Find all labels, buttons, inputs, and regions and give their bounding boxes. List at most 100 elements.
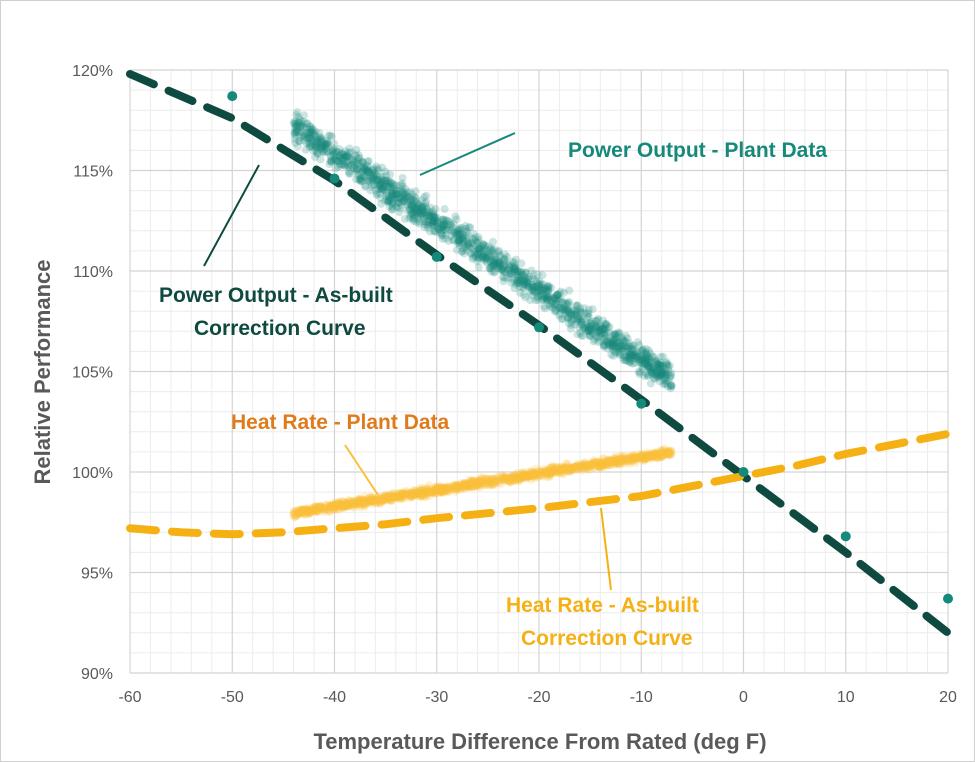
scatter-point xyxy=(652,367,661,376)
scatter-point xyxy=(604,340,613,349)
scatter-point xyxy=(544,293,553,302)
scatter-point xyxy=(292,122,301,131)
scatter-point xyxy=(386,178,395,187)
scatter-point xyxy=(357,162,366,171)
scatter-point xyxy=(501,250,510,259)
scatter-point xyxy=(470,245,479,254)
scatter-point xyxy=(500,262,509,271)
scatter-point xyxy=(358,177,367,186)
scatter-point xyxy=(317,501,326,510)
scatter-point xyxy=(381,182,390,191)
scatter-point xyxy=(373,175,382,184)
scatter-point xyxy=(309,129,318,138)
scatter-point xyxy=(303,134,312,143)
scatter-point xyxy=(624,357,633,366)
scatter-point xyxy=(469,235,478,244)
scatter-point xyxy=(378,172,387,181)
scatter-point xyxy=(474,263,483,272)
scatter-point xyxy=(327,157,336,166)
scatter-point xyxy=(297,507,306,516)
scatter-point xyxy=(384,177,393,186)
scatter-point xyxy=(364,498,373,507)
scatter-point xyxy=(543,293,552,302)
scatter-point xyxy=(464,239,473,248)
scatter-point xyxy=(308,142,317,151)
scatter-point xyxy=(546,463,555,472)
scatter-point xyxy=(370,169,379,178)
scatter-point xyxy=(644,450,653,459)
scatter-point xyxy=(415,217,424,226)
scatter-point xyxy=(550,293,559,302)
scatter-point xyxy=(484,242,493,251)
scatter-point xyxy=(642,350,651,359)
scatter-point xyxy=(402,192,411,201)
scatter-point xyxy=(412,218,421,227)
scatter-point xyxy=(637,346,646,355)
scatter-point xyxy=(537,467,546,476)
scatter-point xyxy=(386,182,395,191)
scatter-point xyxy=(474,245,483,254)
scatter-point xyxy=(515,278,524,287)
scatter-point xyxy=(616,342,625,351)
scatter-point xyxy=(383,183,392,192)
scatter-point xyxy=(412,208,421,217)
scatter-point xyxy=(313,507,322,516)
scatter-point xyxy=(476,479,485,488)
scatter-point xyxy=(602,460,611,469)
scatter-point xyxy=(376,496,385,505)
scatter-point xyxy=(509,268,518,277)
scatter-point xyxy=(430,212,439,221)
scatter-point xyxy=(493,264,502,273)
scatter-point xyxy=(513,468,522,477)
scatter-point xyxy=(621,337,630,346)
scatter-point xyxy=(433,219,442,228)
scatter-point xyxy=(539,295,548,304)
scatter-point xyxy=(555,289,564,298)
scatter-point xyxy=(471,477,480,486)
scatter-point xyxy=(306,122,315,131)
scatter-point xyxy=(528,286,537,295)
scatter-point xyxy=(528,286,537,295)
scatter-point xyxy=(352,145,361,154)
scatter-point xyxy=(521,277,530,286)
scatter-point xyxy=(478,252,487,261)
scatter-point xyxy=(395,198,404,207)
scatter-point xyxy=(410,200,419,209)
scatter-point xyxy=(521,268,530,277)
scatter-point xyxy=(621,356,630,365)
scatter-point xyxy=(372,162,381,171)
scatter-point xyxy=(587,326,596,335)
scatter-point xyxy=(409,216,418,225)
scatter-point xyxy=(568,463,577,472)
scatter-point xyxy=(313,502,322,511)
scatter-point xyxy=(513,275,522,284)
scatter-point xyxy=(398,491,407,500)
scatter-point xyxy=(511,261,520,270)
scatter-point xyxy=(417,203,426,212)
scatter-point xyxy=(305,509,314,518)
scatter-point xyxy=(506,269,515,278)
scatter-point xyxy=(647,450,656,459)
scatter-point xyxy=(507,266,516,275)
scatter-point xyxy=(631,454,640,463)
scatter-point xyxy=(443,223,452,232)
scatter-point xyxy=(614,342,623,351)
scatter-point xyxy=(577,320,586,329)
scatter-point xyxy=(637,450,646,459)
scatter-point xyxy=(515,268,524,277)
scatter-point xyxy=(333,157,342,166)
scatter-point xyxy=(540,304,549,313)
scatter-point xyxy=(533,292,542,301)
scatter-point xyxy=(301,506,310,515)
scatter-point xyxy=(300,507,309,516)
scatter-point xyxy=(589,463,598,472)
scatter-point xyxy=(345,496,354,505)
scatter-point xyxy=(550,294,559,303)
scatter-point xyxy=(663,376,672,385)
scatter-point xyxy=(340,500,349,509)
scatter-point xyxy=(542,290,551,299)
scatter-point xyxy=(501,268,510,277)
scatter-point xyxy=(420,220,429,229)
scatter-point xyxy=(410,491,419,500)
scatter-point xyxy=(617,454,626,463)
